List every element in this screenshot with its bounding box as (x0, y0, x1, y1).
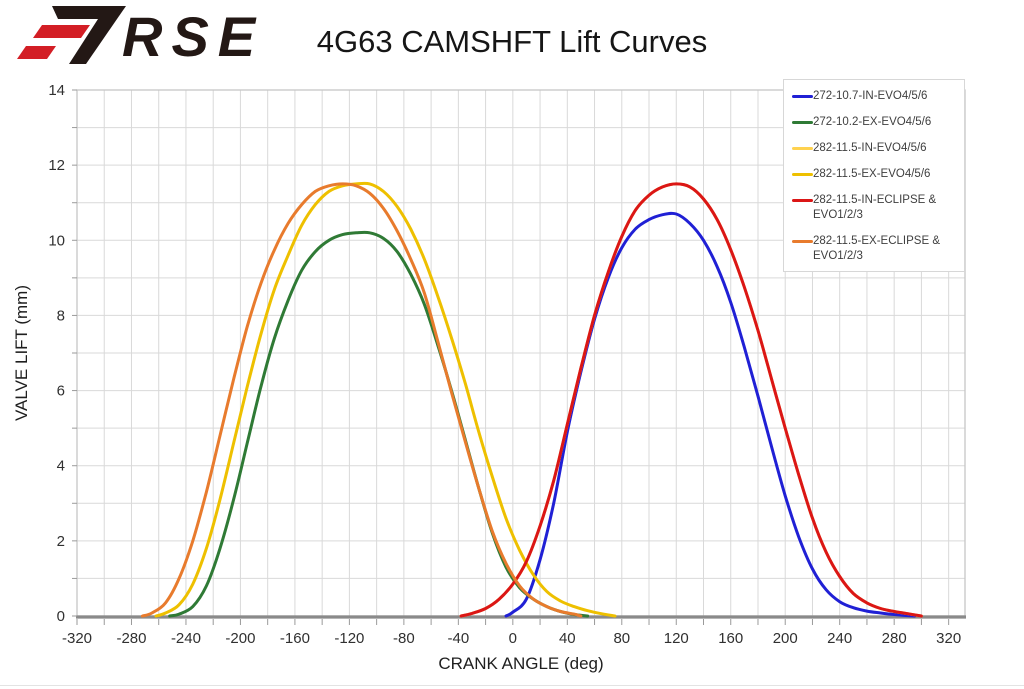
y-tick-label: 6 (57, 383, 65, 400)
legend-swatch (792, 147, 813, 150)
x-tick-label: -200 (225, 630, 255, 647)
y-tick-label: 0 (57, 608, 65, 625)
legend-label: 282-11.5-IN-EVO4/5/6 (813, 142, 927, 154)
legend-label: 272-10.7-IN-EVO4/5/6 (813, 90, 928, 102)
rse-logo: RSE (17, 6, 264, 64)
x-tick-label: 80 (613, 630, 630, 647)
legend-item: 282-11.5-IN-EVO4/5/6 (792, 141, 958, 156)
legend-item: 282-11.5-EX-ECLIPSE & EVO1/2/3 (792, 234, 958, 264)
chart-legend: 272-10.7-IN-EVO4/5/6 272-10.2-EX-EVO4/5/6… (783, 79, 965, 272)
legend-label: 282-11.5-IN-ECLIPSE & EVO1/2/3 (813, 194, 937, 221)
axis-ticks (72, 89, 950, 625)
axis-tick-labels: -320 -280 -240 -200 -160 -120 -80 -40 0 40 80 120 16… (48, 82, 961, 647)
legend-swatch (792, 173, 813, 176)
legend-label: 282-11.5-EX-ECLIPSE & EVO1/2/3 (813, 235, 940, 262)
legend-label: 282-11.5-EX-EVO4/5/6 (813, 168, 931, 180)
x-tick-label: -160 (280, 630, 310, 647)
y-tick-label: 14 (48, 82, 65, 99)
logo-black-leg (69, 19, 117, 64)
y-tick-label: 8 (57, 307, 65, 324)
rse-logo-text: RSE (122, 6, 264, 64)
x-tick-label: 320 (936, 630, 961, 647)
x-tick-label: -80 (393, 630, 415, 647)
curve-282-11-5-ex-evo4-5-6 (154, 181, 617, 618)
legend-item: 272-10.7-IN-EVO4/5/6 (792, 89, 958, 104)
chart-title: 4G63 CAMSHFT Lift Curves (317, 24, 707, 59)
x-axis-title: CRANK ANGLE (deg) (438, 654, 603, 673)
rse-logo-mark (17, 6, 126, 64)
lift-curves (140, 181, 923, 618)
x-tick-label: -280 (116, 630, 146, 647)
x-tick-label: -320 (62, 630, 92, 647)
legend-label: 272-10.2-EX-EVO4/5/6 (813, 116, 932, 128)
curve-282-11-5-ex-eclipse-evo1-2-3 (140, 182, 583, 618)
legend-item: 282-11.5-IN-ECLIPSE & EVO1/2/3 (792, 193, 958, 223)
x-tick-label: 240 (827, 630, 852, 647)
x-tick-label: 200 (773, 630, 798, 647)
curve-282-11-5-in-eclipse-evo1-2-3 (459, 182, 923, 618)
y-tick-label: 4 (57, 458, 65, 475)
legend-item: 272-10.2-EX-EVO4/5/6 (792, 115, 958, 130)
y-tick-label: 12 (48, 157, 65, 174)
legend-swatch (792, 95, 813, 98)
logo-black-bar (52, 6, 126, 19)
x-tick-label: 120 (664, 630, 689, 647)
y-axis-title: VALVE LIFT (mm) (12, 285, 31, 421)
legend-swatch (792, 240, 813, 243)
logo-red-bar (33, 25, 90, 38)
logo-red-block (17, 46, 56, 59)
x-tick-label: -120 (334, 630, 364, 647)
x-tick-label: -40 (448, 630, 470, 647)
y-tick-label: 10 (48, 232, 65, 249)
curve-272-10-7-in-evo4-5-6 (504, 211, 917, 618)
x-tick-label: 0 (509, 630, 517, 647)
legend-item: 282-11.5-EX-EVO4/5/6 (792, 167, 958, 182)
y-tick-label: 2 (57, 533, 65, 550)
legend-swatch (792, 199, 813, 202)
x-tick-label: 40 (559, 630, 576, 647)
legend-swatch (792, 121, 813, 124)
x-tick-label: -240 (171, 630, 201, 647)
x-tick-label: 280 (882, 630, 907, 647)
bottom-divider (0, 685, 1024, 686)
x-tick-label: 160 (718, 630, 743, 647)
